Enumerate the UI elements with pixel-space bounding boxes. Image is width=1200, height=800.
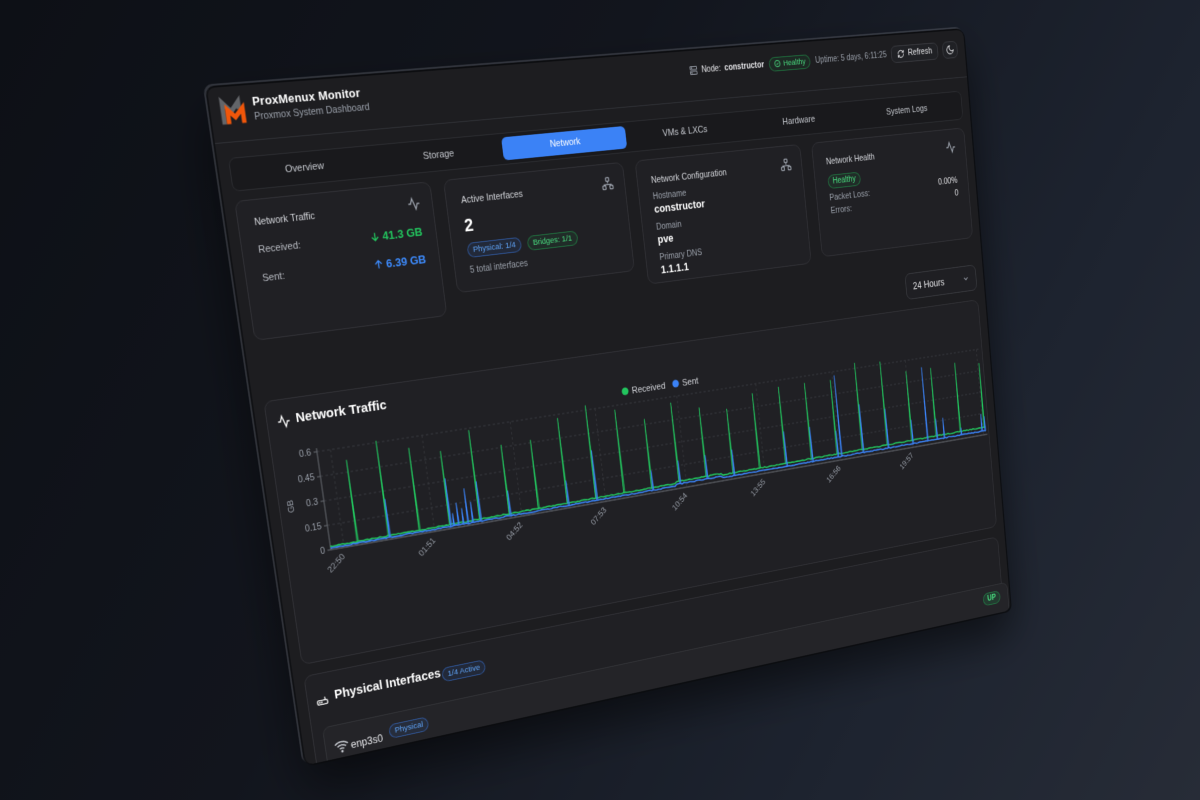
svg-text:07:53: 07:53	[589, 506, 608, 528]
svg-text:10:54: 10:54	[671, 491, 690, 513]
svg-text:0.45: 0.45	[297, 473, 315, 486]
svg-text:16:56: 16:56	[825, 464, 842, 485]
svg-text:01:51: 01:51	[417, 536, 438, 559]
svg-text:0.3: 0.3	[306, 497, 319, 509]
svg-text:Sent: Sent	[682, 376, 699, 389]
svg-text:Received: Received	[631, 381, 666, 396]
svg-text:0.15: 0.15	[304, 522, 322, 535]
svg-text:22:50: 22:50	[326, 552, 348, 575]
svg-text:13:55: 13:55	[749, 477, 767, 498]
svg-text:0.6: 0.6	[299, 448, 312, 460]
svg-text:04:52: 04:52	[505, 521, 525, 543]
svg-text:19:57: 19:57	[898, 451, 915, 471]
svg-text:GB: GB	[285, 499, 297, 513]
svg-text:0: 0	[320, 546, 326, 557]
